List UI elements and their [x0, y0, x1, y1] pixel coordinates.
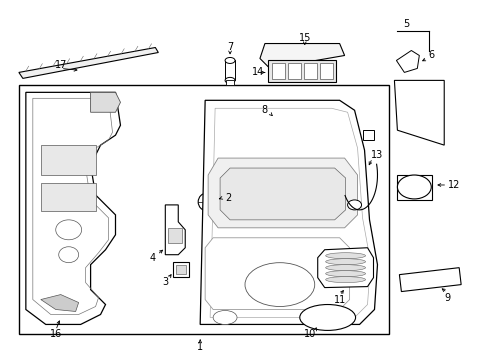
- Bar: [225, 80, 234, 85]
- Text: 15: 15: [298, 32, 310, 42]
- Ellipse shape: [325, 265, 365, 271]
- Bar: [287, 63, 300, 80]
- Text: 7: 7: [226, 41, 233, 51]
- Ellipse shape: [325, 259, 365, 265]
- Text: 4: 4: [149, 253, 155, 263]
- Text: 14: 14: [251, 67, 264, 77]
- Polygon shape: [396, 50, 419, 72]
- Text: 2: 2: [224, 193, 231, 203]
- Polygon shape: [90, 92, 120, 112]
- Bar: [224, 60, 235, 80]
- Ellipse shape: [198, 193, 216, 211]
- Ellipse shape: [325, 276, 365, 283]
- Text: 8: 8: [261, 105, 267, 115]
- Polygon shape: [260, 44, 344, 68]
- Polygon shape: [26, 92, 120, 324]
- Polygon shape: [220, 168, 345, 220]
- Polygon shape: [19, 48, 158, 78]
- Ellipse shape: [213, 310, 237, 324]
- Text: 11: 11: [333, 294, 345, 305]
- Text: 13: 13: [370, 150, 383, 160]
- Bar: [41, 145, 95, 175]
- Text: 17: 17: [55, 60, 67, 71]
- Bar: [303, 63, 316, 80]
- Text: 12: 12: [447, 180, 459, 190]
- Text: 1: 1: [197, 342, 203, 352]
- Ellipse shape: [224, 77, 235, 84]
- Polygon shape: [165, 205, 185, 255]
- Bar: [168, 228, 182, 243]
- Text: 9: 9: [443, 293, 449, 302]
- Polygon shape: [399, 268, 460, 292]
- Polygon shape: [394, 80, 443, 145]
- Bar: [362, 130, 374, 140]
- Bar: [19, 85, 388, 334]
- Text: 6: 6: [427, 50, 433, 60]
- Bar: [319, 63, 332, 80]
- Ellipse shape: [325, 253, 365, 259]
- Text: 5: 5: [403, 19, 408, 28]
- Polygon shape: [200, 100, 377, 324]
- Ellipse shape: [325, 271, 365, 276]
- Bar: [267, 60, 335, 82]
- Ellipse shape: [224, 58, 235, 63]
- Polygon shape: [208, 158, 357, 228]
- Ellipse shape: [244, 263, 314, 306]
- Bar: [176, 265, 186, 274]
- Text: 16: 16: [49, 329, 61, 339]
- Bar: [397, 175, 431, 200]
- Bar: [271, 63, 285, 80]
- Polygon shape: [205, 238, 349, 310]
- Polygon shape: [269, 115, 292, 136]
- Text: 10: 10: [303, 329, 315, 339]
- Bar: [41, 183, 95, 211]
- Ellipse shape: [347, 200, 361, 210]
- Ellipse shape: [397, 175, 430, 199]
- Bar: [173, 262, 189, 276]
- Text: 3: 3: [162, 276, 168, 287]
- Polygon shape: [41, 294, 79, 311]
- Ellipse shape: [299, 305, 355, 330]
- Polygon shape: [317, 248, 373, 288]
